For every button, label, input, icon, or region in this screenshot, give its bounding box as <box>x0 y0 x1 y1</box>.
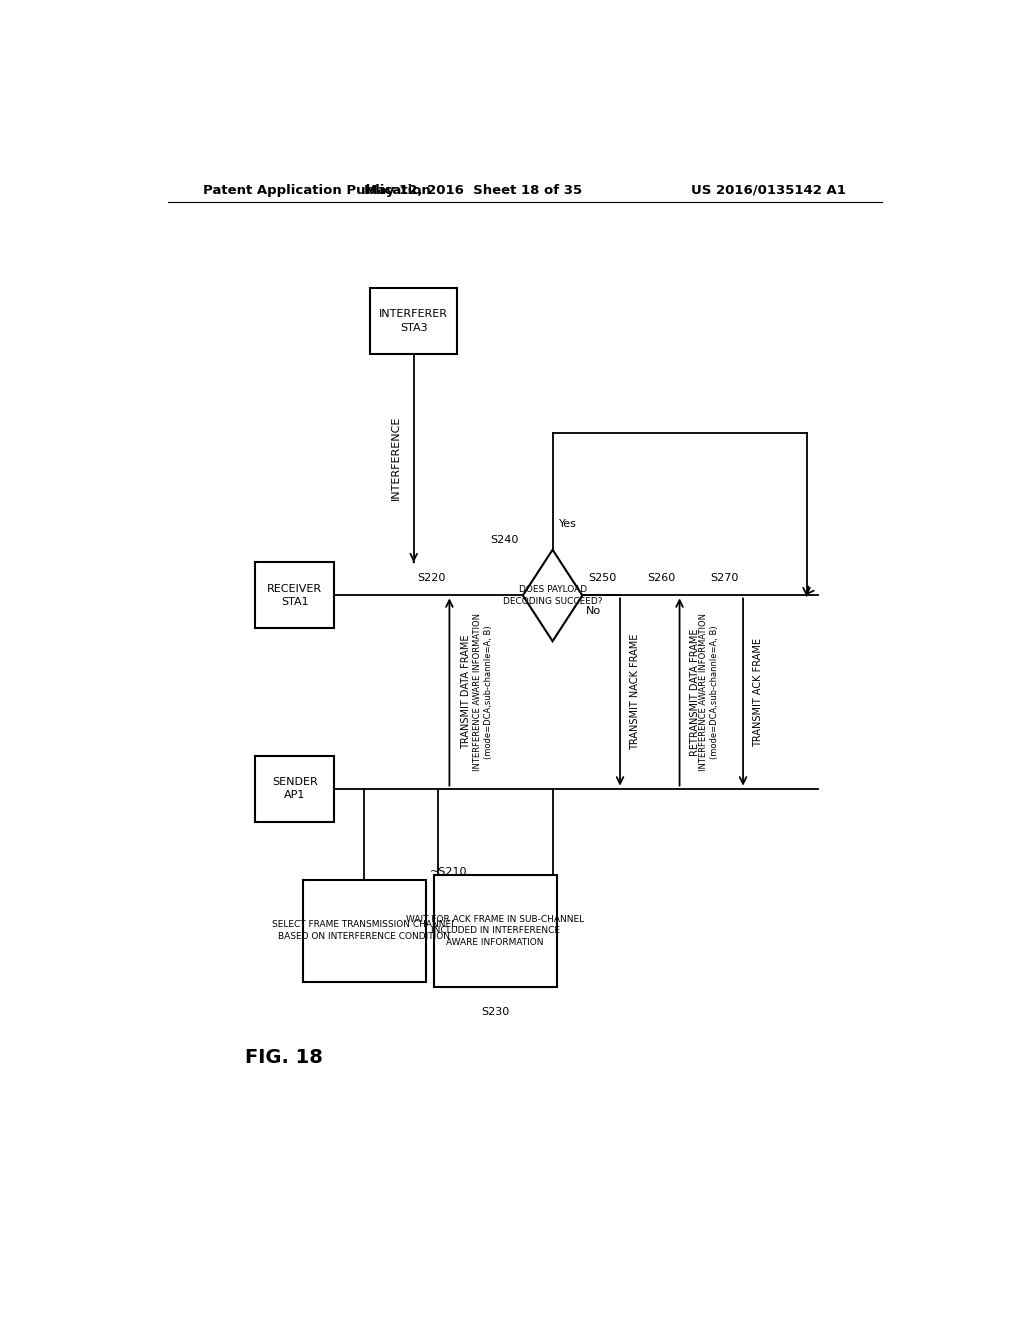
Text: INTERFERER
STA3: INTERFERER STA3 <box>379 309 449 333</box>
Text: INTERFERENCE: INTERFERENCE <box>391 416 401 500</box>
Text: S270: S270 <box>711 573 739 583</box>
Text: S220: S220 <box>417 573 445 583</box>
Text: TRANSMIT DATA FRAME: TRANSMIT DATA FRAME <box>462 635 471 750</box>
FancyBboxPatch shape <box>370 288 458 354</box>
Text: RETRANSMIT DATA FRAME: RETRANSMIT DATA FRAME <box>690 628 699 756</box>
Text: Patent Application Publication: Patent Application Publication <box>204 183 431 197</box>
Text: TRANSMIT ACK FRAME: TRANSMIT ACK FRAME <box>754 638 763 747</box>
Text: US 2016/0135142 A1: US 2016/0135142 A1 <box>691 183 846 197</box>
Polygon shape <box>523 549 583 642</box>
FancyBboxPatch shape <box>303 880 426 982</box>
Text: No: No <box>587 606 601 615</box>
Text: SELECT FRAME TRANSMISSION CHANNEL
BASED ON INTERFERENCE CONDITION: SELECT FRAME TRANSMISSION CHANNEL BASED … <box>272 920 457 941</box>
Text: DOES PAYLOAD
DECODING SUCCEED?: DOES PAYLOAD DECODING SUCCEED? <box>503 585 602 606</box>
Text: RECEIVER
STA1: RECEIVER STA1 <box>267 583 323 607</box>
FancyBboxPatch shape <box>255 562 334 628</box>
Text: Yes: Yes <box>559 519 577 529</box>
Text: TRANSMIT NACK FRAME: TRANSMIT NACK FRAME <box>631 634 640 750</box>
Text: SENDER
AP1: SENDER AP1 <box>271 777 317 800</box>
Text: May 12, 2016  Sheet 18 of 35: May 12, 2016 Sheet 18 of 35 <box>365 183 583 197</box>
FancyBboxPatch shape <box>433 875 557 987</box>
Text: INTERFERENCE AWARE INFORMATION
(mode=DCA,sub-channle=A, B): INTERFERENCE AWARE INFORMATION (mode=DCA… <box>473 612 493 771</box>
Text: FIG. 18: FIG. 18 <box>246 1048 324 1068</box>
Text: S260: S260 <box>647 573 676 583</box>
Text: S250: S250 <box>588 573 616 583</box>
Text: S240: S240 <box>490 535 519 545</box>
Text: WAIT FOR ACK FRAME IN SUB-CHANNEL
INCLUDED IN INTERFERENCE
AWARE INFORMATION: WAIT FOR ACK FRAME IN SUB-CHANNEL INCLUD… <box>406 915 584 948</box>
FancyBboxPatch shape <box>255 755 334 821</box>
Text: ~S210: ~S210 <box>430 867 468 876</box>
Text: S230: S230 <box>481 1007 509 1018</box>
Text: INTERFERENCE AWARE INFORMATION
(mode=DCA,sub-channle=A, B): INTERFERENCE AWARE INFORMATION (mode=DCA… <box>699 612 719 771</box>
